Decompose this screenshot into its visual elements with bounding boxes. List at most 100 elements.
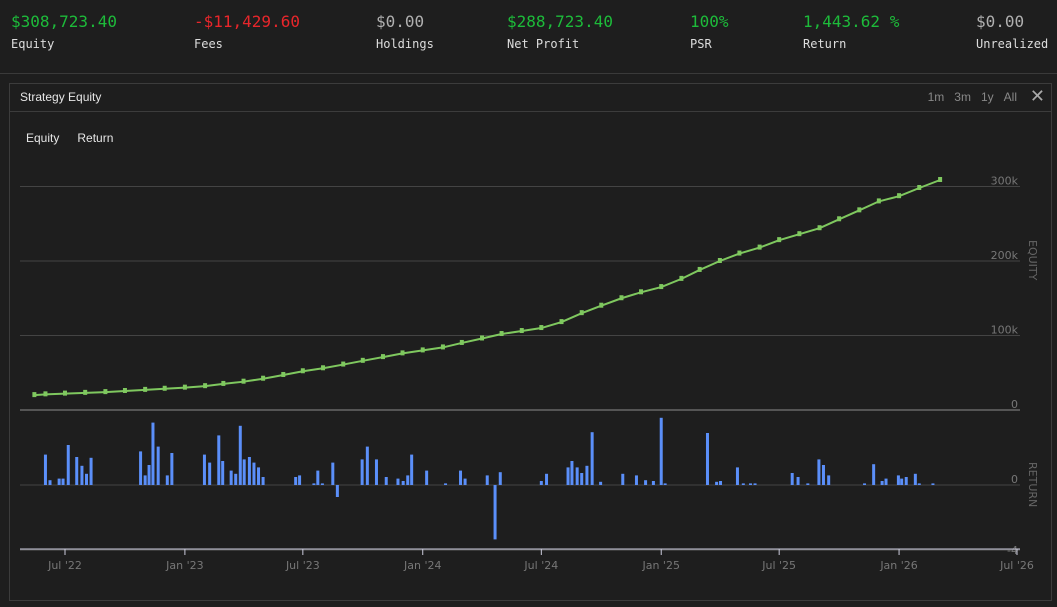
- equity-tick-label: 100k: [991, 324, 1019, 337]
- return-bar: [316, 470, 320, 485]
- equity-candle: [122, 388, 127, 394]
- return-bar: [425, 470, 429, 485]
- return-bar: [43, 454, 47, 485]
- equity-candle: [300, 368, 305, 374]
- return-bar: [896, 475, 900, 485]
- range-1y-button[interactable]: 1y: [980, 90, 994, 104]
- return-bar: [257, 467, 261, 485]
- legend-return[interactable]: Return: [77, 131, 114, 145]
- equity-candle: [519, 328, 524, 334]
- return-bar: [143, 475, 147, 485]
- return-bar: [827, 475, 831, 485]
- stat-label: Return: [803, 37, 847, 51]
- equity-candle: [679, 275, 684, 281]
- return-bar: [247, 457, 251, 485]
- equity-line: [34, 179, 941, 397]
- return-bar: [238, 425, 242, 485]
- equity-candle: [32, 392, 37, 398]
- stat-label: Net Profit: [507, 37, 580, 51]
- return-bar: [75, 457, 79, 485]
- return-bar: [242, 459, 246, 485]
- return-bar: [294, 477, 298, 485]
- equity-candle: [639, 289, 644, 295]
- return-bar: [312, 483, 316, 485]
- stats-bar: $308,723.40 Equity -$11,429.60 Fees $0.00 Hol…: [0, 0, 1057, 74]
- equity-candle: [420, 347, 425, 353]
- return-bar: [753, 483, 757, 485]
- stat-return: 1,443.62 % Return: [803, 12, 899, 51]
- equity-candle: [897, 193, 902, 199]
- x-tick-label: Jul '25: [761, 559, 796, 572]
- return-bar: [821, 465, 825, 485]
- equity-candle: [360, 357, 365, 363]
- return-bar: [872, 464, 876, 485]
- return-bar: [796, 477, 800, 485]
- return-bar: [735, 467, 739, 485]
- panel-header: Strategy Equity 1m 3m 1y All ✕: [10, 84, 1051, 112]
- chart-legend: Equity Return: [26, 131, 131, 145]
- stat-psr: 100% PSR: [690, 12, 729, 51]
- return-bar: [575, 467, 579, 485]
- stat-value: -$11,429.60: [194, 12, 300, 31]
- x-tick-label: Jul '22: [47, 559, 82, 572]
- equity-candle: [737, 250, 742, 256]
- return-tick-label: 0: [1011, 473, 1018, 486]
- equity-candle: [938, 177, 943, 183]
- panel-title: Strategy Equity: [20, 90, 102, 104]
- legend-equity[interactable]: Equity: [26, 131, 60, 145]
- return-bar: [705, 433, 709, 485]
- equity-candle: [697, 266, 702, 272]
- return-bar: [463, 478, 467, 485]
- return-bar: [790, 473, 794, 485]
- return-bar: [147, 465, 151, 485]
- close-icon[interactable]: ✕: [1029, 86, 1045, 107]
- stat-label: Holdings: [376, 37, 434, 51]
- strategy-equity-panel: Strategy Equity 1m 3m 1y All ✕ Equity Return: [9, 83, 1052, 601]
- equity-candle: [539, 325, 544, 331]
- return-bar: [66, 445, 70, 485]
- equity-candle: [917, 184, 922, 190]
- return-bar: [570, 461, 574, 485]
- equity-candle: [777, 237, 782, 243]
- return-bar: [590, 432, 594, 485]
- equity-candle: [321, 365, 326, 371]
- return-bar: [406, 475, 410, 485]
- return-bar: [444, 483, 448, 485]
- equity-candle: [619, 295, 624, 301]
- return-bar: [410, 454, 414, 485]
- return-bar: [863, 483, 867, 485]
- return-bar: [61, 478, 65, 485]
- stat-label: PSR: [690, 37, 712, 51]
- return-bar: [80, 465, 84, 485]
- return-bar: [900, 478, 904, 485]
- return-axis-label: RETURN: [1026, 462, 1039, 507]
- return-bar: [170, 453, 174, 485]
- return-bar: [165, 475, 169, 485]
- return-bar: [651, 481, 655, 485]
- return-bar: [904, 477, 908, 485]
- return-bar: [384, 477, 388, 485]
- range-all-button[interactable]: All: [1003, 90, 1017, 104]
- return-tick-label: -4: [1007, 544, 1018, 557]
- equity-candle: [876, 198, 881, 204]
- equity-candle: [837, 216, 842, 222]
- stat-label: Equity: [11, 37, 55, 51]
- equity-candle: [480, 335, 485, 341]
- equity-candle: [857, 207, 862, 213]
- x-tick-label: Jul '24: [523, 559, 558, 572]
- return-bar: [715, 481, 719, 485]
- equity-candle: [43, 391, 48, 397]
- equity-candle: [281, 371, 286, 377]
- equity-candle: [203, 383, 208, 389]
- return-bar: [917, 483, 921, 485]
- return-bar: [261, 477, 265, 485]
- range-1m-button[interactable]: 1m: [927, 90, 945, 104]
- equity-candle: [261, 375, 266, 381]
- return-bar: [57, 478, 61, 485]
- stat-value: 1,443.62 %: [803, 12, 900, 31]
- equity-candle: [380, 354, 385, 360]
- equity-candle: [599, 302, 604, 308]
- range-3m-button[interactable]: 3m: [954, 90, 971, 104]
- equity-candle: [162, 385, 167, 391]
- return-bar: [202, 454, 206, 485]
